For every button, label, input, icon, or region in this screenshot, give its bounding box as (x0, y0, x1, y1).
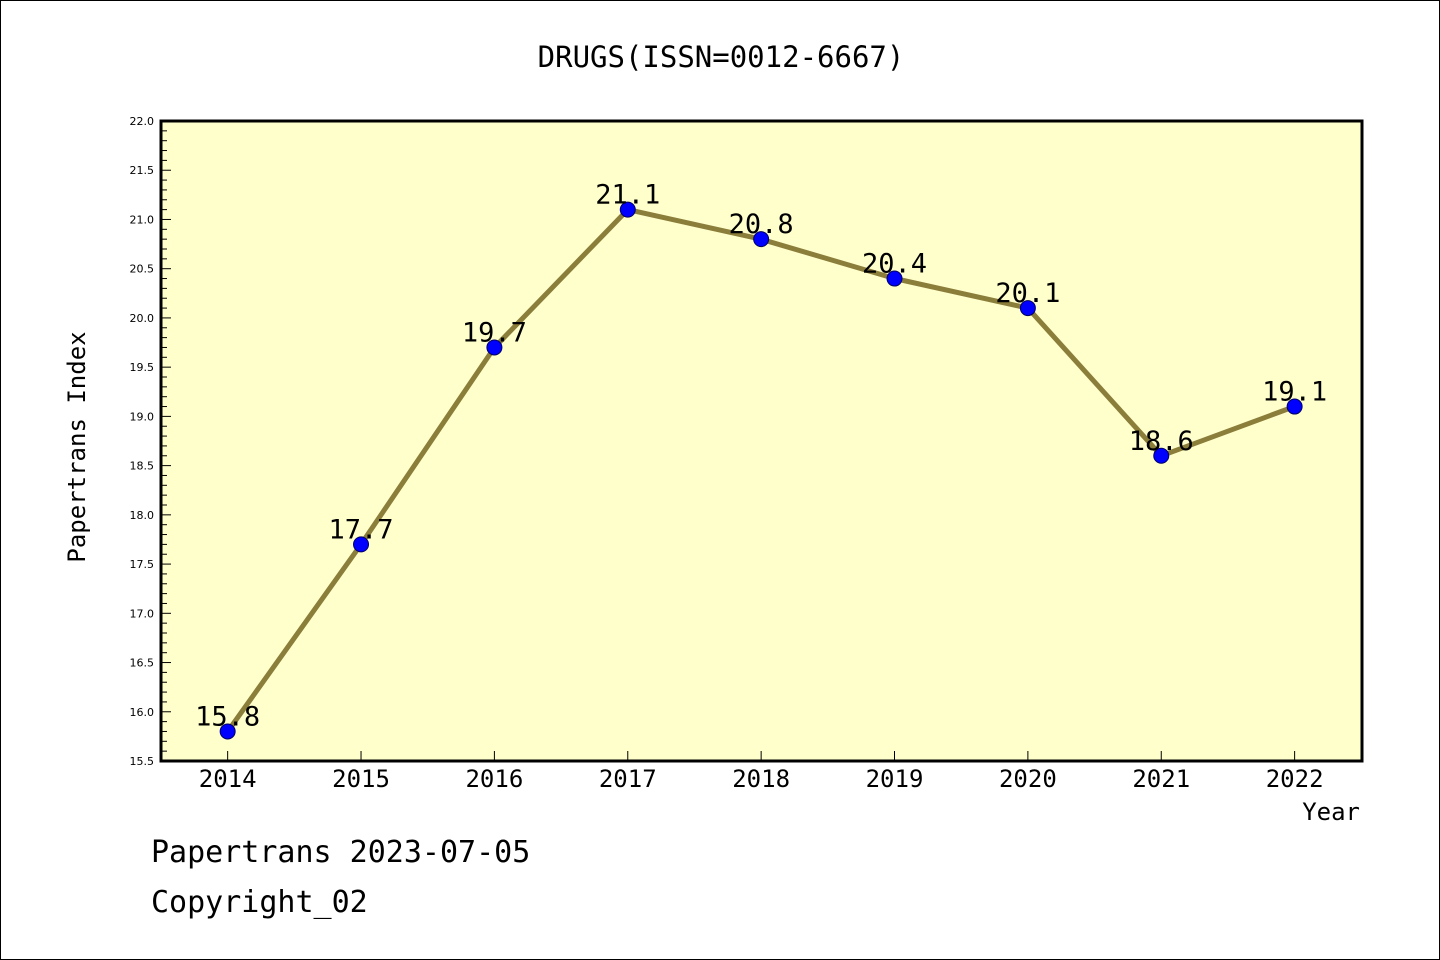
y-tick-label: 17.0 (130, 607, 155, 620)
data-point (219, 723, 236, 740)
data-point (1286, 398, 1303, 415)
plot-border (159, 119, 1364, 763)
data-label: 19.7 (462, 317, 527, 348)
y-tick-label: 16.0 (130, 706, 155, 719)
data-point (1153, 447, 1170, 464)
y-axis-title: Papertrans Index (63, 331, 91, 562)
data-label: 20.4 (862, 249, 927, 280)
x-tick-label: 2020 (999, 765, 1057, 793)
data-label: 19.1 (1262, 377, 1327, 408)
data-labels: 15.8 17.7 19.7 21.1 20.8 20.4 20.1 18.6 19.1 (195, 180, 1327, 733)
x-tick-label: 2014 (199, 765, 257, 793)
chart-title: DRUGS(ISSN=0012-6667) (538, 40, 905, 74)
data-point (486, 339, 503, 356)
x-tick-label: 2016 (465, 765, 523, 793)
data-point (619, 201, 636, 218)
plot-area (161, 121, 1362, 761)
data-label: 17.7 (329, 514, 394, 545)
data-label: 21.1 (595, 180, 660, 211)
x-axis-ticks: 2014 2015 2016 2017 2018 2019 2020 2021 2022 (199, 751, 1324, 793)
y-tick-label: 18.5 (130, 460, 155, 473)
y-tick-label: 18.0 (130, 509, 155, 522)
y-tick-label: 20.0 (130, 312, 155, 325)
y-tick-label: 17.5 (130, 558, 155, 571)
data-point (753, 231, 770, 248)
footer-copyright-line: Copyright_02 (151, 885, 368, 920)
y-tick-label: 15.5 (130, 755, 155, 768)
x-axis-title: Year (1302, 798, 1360, 826)
x-tick-label: 2022 (1266, 765, 1324, 793)
footer-date-line: Papertrans 2023-07-05 (151, 835, 531, 870)
x-tick-label: 2015 (332, 765, 390, 793)
y-tick-label: 19.5 (130, 361, 155, 374)
x-tick-label: 2018 (732, 765, 790, 793)
y-axis-ticks: 15.5 16.0 16.5 17.0 17.5 18.0 18.5 19.0 19.5 20.0… (130, 115, 171, 768)
data-point (886, 270, 903, 287)
y-tick-label: 20.5 (130, 263, 155, 276)
y-tick-label: 21.0 (130, 213, 155, 226)
y-tick-label: 21.5 (130, 164, 155, 177)
data-point (353, 536, 370, 553)
y-tick-label: 19.0 (130, 410, 155, 423)
data-label: 18.6 (1129, 426, 1194, 457)
data-label: 15.8 (195, 701, 260, 732)
y-tick-label: 16.5 (130, 657, 155, 670)
data-point (1019, 300, 1036, 317)
x-tick-label: 2017 (599, 765, 657, 793)
x-tick-label: 2021 (1132, 765, 1190, 793)
data-label: 20.1 (995, 278, 1060, 309)
series-markers (219, 201, 1303, 740)
y-tick-label: 22.0 (130, 115, 155, 128)
x-tick-label: 2019 (866, 765, 924, 793)
data-label: 20.8 (729, 209, 794, 240)
